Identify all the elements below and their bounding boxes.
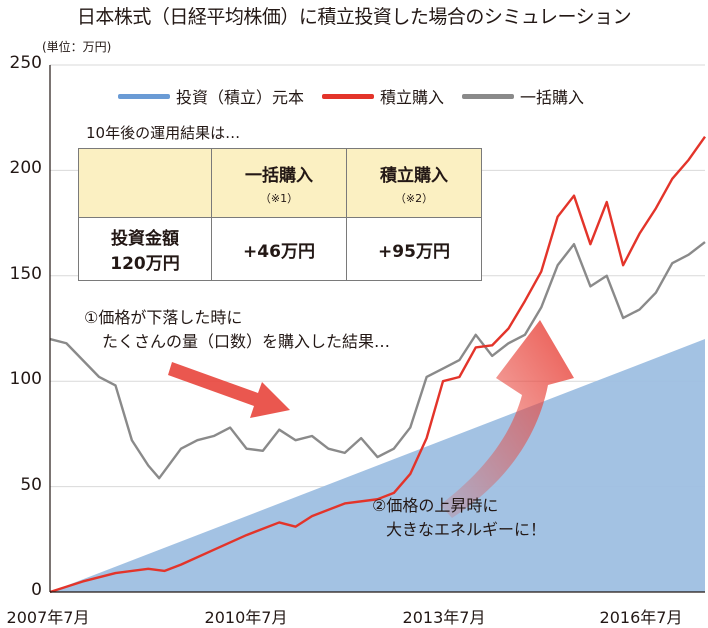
legend-swatch-principal xyxy=(118,93,170,99)
unit-label: (単位：万円) xyxy=(42,40,112,54)
y-tick-50: 50 xyxy=(20,475,42,495)
y-tick-250: 250 xyxy=(9,53,42,73)
series-tsumitate-line xyxy=(49,135,706,594)
x-tick-2007: 2007年7月 xyxy=(6,608,90,627)
annotation-1: ①価格が下落した時に たくさんの量（口数）を購入した結果… xyxy=(84,306,390,354)
annotation-2-line2: 大きなエネルギーに！ xyxy=(386,520,547,539)
header-ikkatsu-label: 一括購入 xyxy=(245,165,313,186)
x-tick-2010: 2010年7月 xyxy=(204,608,288,627)
y-tick-200: 200 xyxy=(9,158,42,178)
legend-label-tsumitate: 積立購入 xyxy=(380,88,445,107)
legend: 投資（積立）元本 積立購入 一括購入 xyxy=(118,84,584,108)
result-note: 10年後の運用結果は… xyxy=(86,124,241,142)
legend-swatch-ikkatsu xyxy=(462,93,515,99)
value-tsumitate: +95万円 xyxy=(346,217,482,281)
annotation-1-arrow xyxy=(168,362,290,418)
annotation-1-line1: ①価格が下落した時に xyxy=(84,308,243,327)
result-table-header: 一括購入 （※1） 積立購入 （※2） xyxy=(78,148,482,218)
legend-item-principal: 投資（積立）元本 xyxy=(118,84,304,108)
legend-item-tsumitate: 積立購入 xyxy=(322,84,444,108)
value-ikkatsu: +46万円 xyxy=(211,217,347,281)
line-layer xyxy=(49,135,706,594)
header-tsumitate-note: （※2） xyxy=(394,191,434,205)
y-tick-100: 100 xyxy=(9,369,42,389)
result-table-row: 投資金額 120万円 +46万円 +95万円 xyxy=(78,217,482,281)
axis-layer xyxy=(49,65,705,593)
header-tsumitate-label: 積立購入 xyxy=(380,165,448,186)
header-ikkatsu-note: （※1） xyxy=(259,191,299,205)
x-tick-2016: 2016年7月 xyxy=(599,608,683,627)
row-label-line1: 投資金額 xyxy=(111,229,179,249)
legend-swatch-tsumitate xyxy=(322,93,375,99)
arrow-layer xyxy=(168,320,574,518)
row-label-line2: 120万円 xyxy=(110,254,180,274)
y-tick-150: 150 xyxy=(9,264,42,284)
annotation-2: ②価格の上昇時に 大きなエネルギーに！ xyxy=(372,494,546,542)
series-principal-area xyxy=(50,339,705,592)
result-table-corner xyxy=(78,148,212,218)
annotation-2-line1: ②価格の上昇時に xyxy=(372,496,499,515)
row-label: 投資金額 120万円 xyxy=(78,217,212,281)
legend-label-principal: 投資（積立）元本 xyxy=(176,88,305,107)
legend-item-ikkatsu: 一括購入 xyxy=(462,84,584,108)
result-table: 一括購入 （※1） 積立購入 （※2） 投資金額 120万円 +46万円 +95… xyxy=(78,148,482,281)
annotation-1-line2: たくさんの量（口数）を購入した結果… xyxy=(102,332,391,351)
chart-title: 日本株式（日経平均株価）に積立投資した場合のシミュレーション xyxy=(76,6,632,28)
annotation-2-arrow xyxy=(440,320,574,518)
series-ikkatsu-line xyxy=(49,241,706,480)
header-ikkatsu: 一括購入 （※1） xyxy=(211,148,347,218)
header-tsumitate: 積立購入 （※2） xyxy=(346,148,482,218)
principal-area-layer xyxy=(50,339,705,592)
x-tick-2013: 2013年7月 xyxy=(402,608,486,627)
y-tick-0: 0 xyxy=(31,580,42,600)
legend-label-ikkatsu: 一括購入 xyxy=(520,88,585,107)
